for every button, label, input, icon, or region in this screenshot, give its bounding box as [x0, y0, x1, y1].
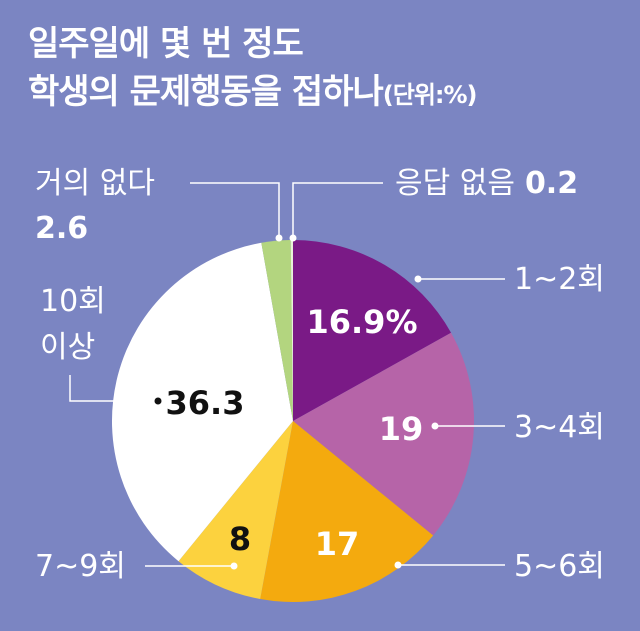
category-label-3-4: 3~4회 — [514, 410, 605, 445]
title-line-1: 일주일에 몇 번 정도 — [28, 24, 304, 64]
leader-dot-5-6 — [394, 561, 402, 569]
title-line-2: 학생의 문제행동을 접하나(단위:%) — [28, 68, 478, 119]
leader-dot-7-9 — [230, 562, 238, 570]
value-label-1-2: 16.9% — [306, 303, 417, 341]
value-label-3-4: 19 — [379, 410, 424, 448]
title-line-2-text: 학생의 문제행동을 접하나 — [28, 72, 384, 112]
pie-slice-4 — [111, 242, 293, 562]
value-label-10: 36.3 — [166, 384, 245, 422]
pie-slice-2 — [260, 421, 434, 602]
value-label-7-9: 8 — [229, 520, 251, 558]
leader-line-almost-none — [190, 182, 280, 238]
category-label-10-line1: 10회 — [40, 284, 106, 319]
leader-line-10 — [69, 375, 158, 402]
pie-slice-6 — [290, 239, 293, 421]
chart-title: 일주일에 몇 번 정도 학생의 문제행동을 접하나(단위:%) — [28, 20, 478, 119]
category-label-7-9: 7~9회 — [35, 549, 126, 584]
unit-label: (단위:%) — [382, 81, 478, 109]
category-label-1-2: 1~2회 — [514, 262, 605, 297]
category-label-almost-none: 거의 없다 — [35, 166, 155, 201]
leader-dot-3-4 — [431, 422, 439, 430]
category-label-no-answer: 응답 없음 — [395, 166, 515, 201]
category-label-no-answer-group: 응답 없음 0.2 — [395, 166, 578, 201]
pie-slice-1 — [293, 332, 475, 536]
pie-slice-5 — [261, 240, 293, 421]
leader-line-no-answer — [292, 182, 383, 238]
pie-slice-0 — [293, 240, 452, 421]
value-label-almost-none: 2.6 — [35, 211, 88, 246]
leader-dot-no-answer — [289, 234, 297, 242]
leader-dot-almost-none — [275, 234, 283, 242]
value-label-5-6: 17 — [315, 525, 360, 563]
leader-lines — [69, 182, 505, 570]
category-label-5-6: 5~6회 — [514, 549, 605, 584]
pie-slices — [111, 239, 475, 602]
leader-dot-1-2 — [414, 275, 422, 283]
leader-dot-10 — [154, 397, 162, 405]
value-label-no-answer: 0.2 — [525, 166, 578, 201]
pie-slice-3 — [178, 421, 293, 599]
category-label-10-line2: 이상 — [40, 330, 95, 365]
